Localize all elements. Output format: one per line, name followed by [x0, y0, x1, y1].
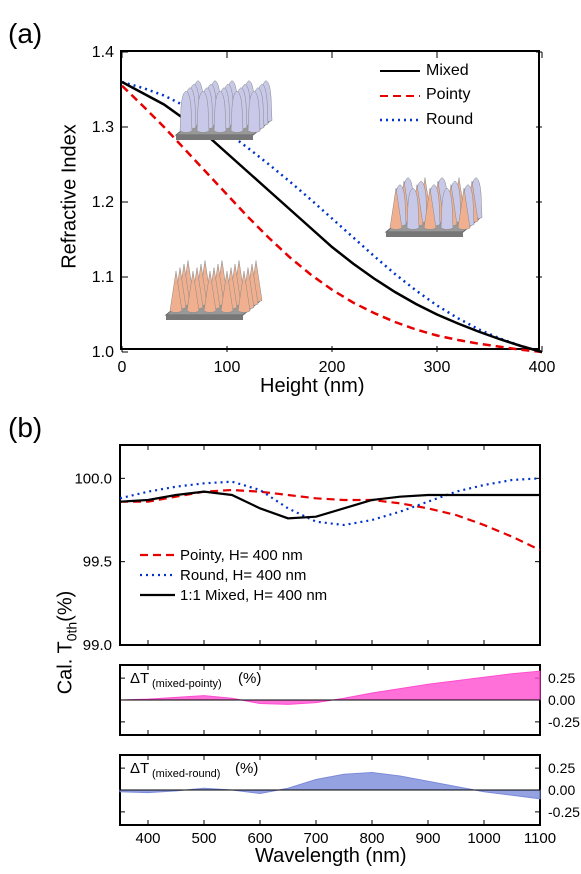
svg-text:0.00: 0.00	[548, 692, 575, 708]
svg-text:100.0: 100.0	[74, 470, 112, 487]
svg-text:(mixed-pointy): (mixed-pointy)	[152, 678, 222, 690]
svg-text:ΔT: ΔT	[130, 760, 149, 777]
svg-text:(mixed-round): (mixed-round)	[152, 768, 220, 780]
svg-text:1000: 1000	[467, 830, 500, 847]
svg-text:1.1: 1.1	[92, 269, 114, 286]
panel-b-label: (b)	[8, 412, 42, 444]
chart-a-ylabel: Refractive Index	[59, 122, 82, 272]
legend-item-pointy: Pointy	[380, 84, 473, 106]
svg-text:99.5: 99.5	[83, 554, 112, 571]
svg-text:1100: 1100	[524, 830, 556, 847]
svg-text:Round, H= 400 nm: Round, H= 400 nm	[180, 567, 306, 584]
chart-b: 4005006007008009001000110099.099.5100.0-…	[120, 445, 540, 825]
svg-text:1.0: 1.0	[92, 344, 114, 361]
legend-item-round: Round	[380, 109, 473, 131]
chart-b-ylabel: Cal. T0th(%)	[55, 573, 80, 713]
svg-text:1.4: 1.4	[92, 44, 114, 61]
svg-text:0.25: 0.25	[548, 760, 575, 776]
svg-text:100: 100	[214, 359, 241, 376]
legend-item-mixed: Mixed	[380, 60, 473, 82]
svg-text:1.2: 1.2	[92, 194, 114, 211]
svg-text:400: 400	[529, 359, 556, 376]
svg-text:0: 0	[118, 359, 127, 376]
panel-a-label: (a)	[8, 18, 42, 50]
svg-text:1:1 Mixed, H= 400 nm: 1:1 Mixed, H= 400 nm	[180, 587, 327, 604]
chart-b-xlabel: Wavelength (nm)	[255, 845, 407, 868]
svg-text:(%): (%)	[238, 670, 261, 687]
chart-a-legend: Mixed Pointy Round	[380, 60, 473, 133]
svg-text:300: 300	[424, 359, 451, 376]
svg-text:Pointy, H= 400 nm: Pointy, H= 400 nm	[180, 547, 303, 564]
chart-a-xlabel: Height (nm)	[260, 375, 364, 398]
inset-round-cones	[168, 58, 278, 143]
svg-text:ΔT: ΔT	[130, 670, 149, 687]
svg-text:-0.25: -0.25	[548, 804, 580, 820]
legend-pointy-label: Pointy	[426, 84, 470, 106]
svg-text:0.00: 0.00	[548, 782, 575, 798]
svg-text:-0.25: -0.25	[548, 714, 580, 730]
svg-text:900: 900	[415, 830, 440, 847]
svg-text:99.0: 99.0	[83, 637, 112, 654]
svg-text:200: 200	[319, 359, 346, 376]
legend-round-label: Round	[426, 109, 473, 131]
inset-pointy-cones	[158, 238, 268, 323]
inset-mixed-cones	[378, 155, 488, 240]
svg-text:(%): (%)	[235, 760, 258, 777]
svg-text:0.25: 0.25	[548, 670, 575, 686]
svg-text:1.3: 1.3	[92, 119, 114, 136]
svg-text:400: 400	[135, 830, 160, 847]
svg-text:500: 500	[191, 830, 216, 847]
legend-mixed-label: Mixed	[426, 60, 469, 82]
